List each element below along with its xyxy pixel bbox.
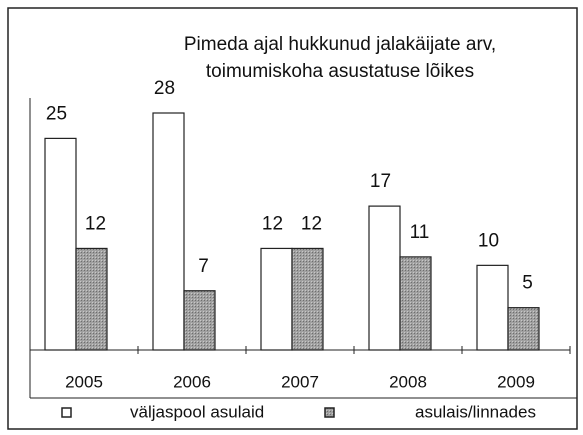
bar [75, 247, 108, 351]
value-label: 12 [262, 213, 283, 234]
legend-swatch [61, 407, 72, 418]
bar [44, 137, 77, 351]
value-label: 25 [46, 103, 67, 124]
value-label: 11 [410, 222, 430, 243]
x-tick-label: 2006 [173, 372, 211, 391]
x-tick-label: 2005 [65, 372, 103, 391]
bar [476, 264, 509, 351]
chart-title: Pimeda ajal hukkunud jalakäijate arv, [184, 34, 496, 55]
x-tick-label: 2009 [497, 372, 535, 391]
bar [291, 247, 324, 351]
x-tick-label: 2008 [389, 372, 427, 391]
bar [368, 205, 401, 351]
bar [507, 307, 540, 351]
bar [183, 290, 216, 351]
value-label: 5 [522, 273, 533, 294]
value-label: 28 [154, 78, 175, 99]
chart-frame [7, 7, 578, 430]
value-label: 17 [370, 171, 391, 192]
legend-swatch [324, 407, 335, 418]
bar [399, 256, 432, 351]
bar [260, 247, 293, 351]
value-label: 12 [85, 213, 106, 234]
chart-subtitle: toimumiskoha asustatuse lõikes [206, 61, 474, 82]
legend-label: väljaspool asulaid [130, 402, 264, 421]
value-label: 12 [301, 213, 322, 234]
legend-label: asulais/linnades [415, 402, 536, 421]
value-label: 7 [198, 256, 209, 277]
x-tick-label: 2007 [281, 372, 319, 391]
bar [152, 112, 185, 351]
value-label: 10 [478, 230, 499, 251]
